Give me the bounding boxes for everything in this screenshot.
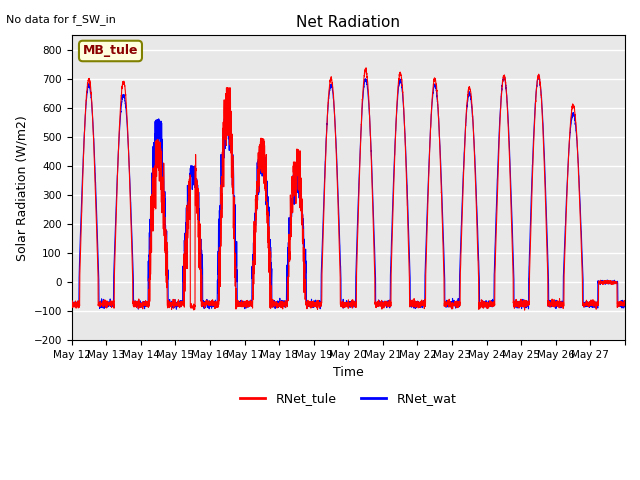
Title: Net Radiation: Net Radiation	[296, 15, 401, 30]
X-axis label: Time: Time	[333, 366, 364, 379]
Legend: RNet_tule, RNet_wat: RNet_tule, RNet_wat	[236, 387, 461, 410]
Text: MB_tule: MB_tule	[83, 45, 138, 58]
Text: No data for f_SW_in: No data for f_SW_in	[6, 14, 116, 25]
Y-axis label: Solar Radiation (W/m2): Solar Radiation (W/m2)	[15, 115, 28, 261]
